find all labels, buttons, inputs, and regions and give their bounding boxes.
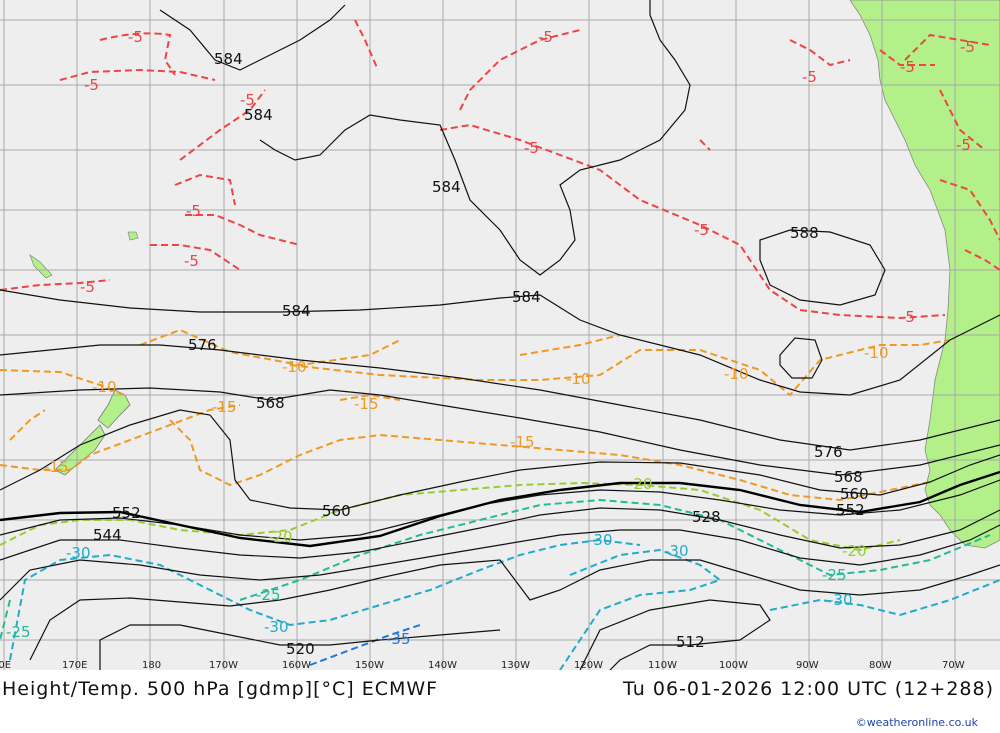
height-label: 520 (286, 640, 315, 658)
temp-label: -5 (184, 252, 199, 270)
island-small (127, 231, 139, 241)
longitude-tick: 120W (574, 660, 603, 670)
height-label: 552 (112, 504, 141, 522)
temperature-labels: -5 -5 -5 -5 -5 -5 -5 -5 -5 -5 -5 -5 -5 -… (6, 28, 975, 648)
height-label: 584 (244, 106, 273, 124)
height-labels: 584 584 584 584 584 588 576 576 568 568 … (93, 50, 869, 658)
longitude-tick: 150W (355, 660, 384, 670)
longitude-tick: 170W (209, 660, 238, 670)
longitude-tick: 110W (648, 660, 677, 670)
height-label: 544 (93, 526, 122, 544)
temp-label: -5 (694, 221, 709, 239)
temp-label: -5 (186, 202, 201, 220)
height-label: 584 (282, 302, 311, 320)
height-label: 576 (188, 336, 217, 354)
height-label: 584 (512, 288, 541, 306)
map-footer: Height/Temp. 500 hPa [gdmp][°C] ECMWF Tu… (0, 670, 1000, 733)
temp-label: -20 (628, 475, 653, 493)
temp-label: -5 (960, 38, 975, 56)
temp-label: -20 (842, 542, 867, 560)
temp-label: -5 (900, 308, 915, 326)
map-title: Height/Temp. 500 hPa [gdmp][°C] ECMWF (2, 678, 439, 700)
height-label: 560 (322, 502, 351, 520)
temp-label: -5 (84, 76, 99, 94)
height-label: 512 (676, 633, 705, 651)
temp-label: -5 (128, 28, 143, 46)
weather-map: 584 584 584 584 584 588 576 576 568 568 … (0, 0, 1000, 670)
temp-label: -5 (900, 58, 915, 76)
height-label: 584 (432, 178, 461, 196)
temp-label: -10 (282, 358, 307, 376)
longitude-tick: 60E (0, 660, 11, 670)
longitude-tick: 140W (428, 660, 457, 670)
temp-contours-minus20 (0, 481, 901, 552)
temp-label: -25 (6, 623, 31, 641)
temp-label: -25 (822, 566, 847, 584)
temp-label: -30 (828, 591, 853, 609)
longitude-tick: 70W (942, 660, 965, 670)
temp-contours-minus15 (0, 393, 931, 502)
temp-contours-minus35 (309, 624, 421, 666)
height-contours (0, 0, 1000, 670)
temp-label: -30 (664, 542, 689, 560)
new-zealand-north-island (97, 389, 131, 429)
height-label: 552 (836, 501, 865, 519)
island-group (29, 254, 53, 279)
height-label: 576 (814, 443, 843, 461)
longitude-tick: 130W (501, 660, 530, 670)
height-label: 568 (834, 468, 863, 486)
temp-contours-minus25 (0, 498, 991, 641)
longitude-tick: 100W (719, 660, 748, 670)
jet-contour-552 (0, 470, 1000, 548)
longitude-axis: 60E 170E 180 170W 160W 150W 140W 130W 12… (0, 660, 965, 670)
longitude-tick: 90W (796, 660, 819, 670)
temp-label: -35 (386, 630, 411, 648)
temp-label: -5 (802, 68, 817, 86)
height-label: 584 (214, 50, 243, 68)
longitude-tick: 170E (62, 660, 87, 670)
longitude-tick: 80W (869, 660, 892, 670)
temp-label: -15 (212, 398, 237, 416)
temp-label: -5 (524, 139, 539, 157)
temp-label: -25 (256, 586, 281, 604)
temp-label: -20 (268, 528, 293, 546)
temp-label: -10 (92, 378, 117, 396)
longitude-tick: 160W (282, 660, 311, 670)
height-label: 560 (840, 485, 869, 503)
temp-label: -5 (538, 28, 553, 46)
temp-label: -30 (588, 531, 613, 549)
longitude-tick: 180 (142, 660, 161, 670)
temp-label: -5 (80, 278, 95, 296)
temp-label: -30 (66, 544, 91, 562)
temp-label: -10 (864, 344, 889, 362)
temp-label: -10 (724, 365, 749, 383)
temp-contours-minus10 (0, 328, 951, 397)
temp-label: -15 (354, 395, 379, 413)
credit-link[interactable]: ©weatheronline.co.uk (855, 716, 978, 729)
graticule (0, 0, 1000, 670)
temp-label: -15 (44, 458, 69, 476)
temp-label: -5 (956, 136, 971, 154)
temp-contours-minus30 (9, 538, 1000, 670)
temp-contours-minus5 (0, 19, 1000, 320)
temp-label: -30 (264, 618, 289, 636)
height-label: 588 (790, 224, 819, 242)
temp-label: -15 (510, 433, 535, 451)
height-label: 568 (256, 394, 285, 412)
temp-label: -10 (566, 370, 591, 388)
forecast-time: Tu 06-01-2026 12:00 UTC (12+288) (623, 678, 994, 700)
temp-label: -5 (240, 91, 255, 109)
height-label: 528 (692, 508, 721, 526)
